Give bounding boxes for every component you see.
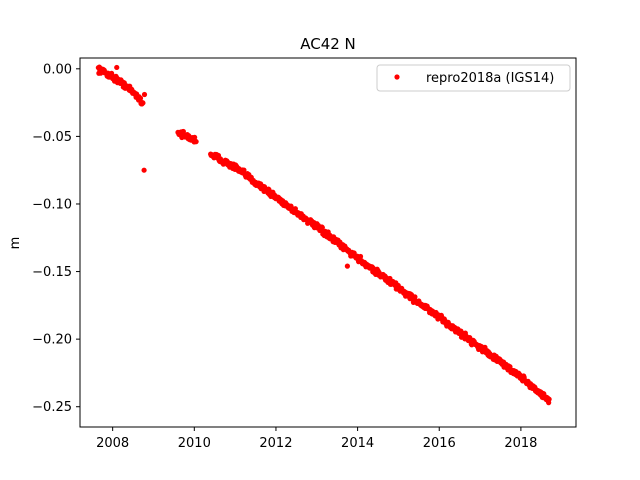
data-point-outlier bbox=[141, 91, 148, 98]
x-tick-label: 2018 bbox=[504, 436, 537, 451]
data-point bbox=[319, 224, 325, 231]
y-tick-label: −0.25 bbox=[32, 400, 72, 415]
y-tick-label: 0.00 bbox=[43, 62, 72, 77]
data-point bbox=[546, 396, 552, 402]
data-point bbox=[180, 128, 186, 135]
data-point bbox=[357, 253, 364, 260]
y-axis: 0.00 −0.05 −0.10 −0.15 −0.20 −0.25 bbox=[32, 62, 80, 415]
y-tick-label: −0.05 bbox=[32, 130, 72, 145]
y-axis-label: m bbox=[8, 237, 23, 250]
data-point bbox=[140, 100, 146, 106]
legend-entry-label: repro2018a (IGS14) bbox=[426, 71, 554, 86]
data-point bbox=[193, 139, 199, 145]
legend: repro2018a (IGS14) bbox=[376, 64, 571, 92]
data-point-outlier bbox=[344, 263, 350, 269]
y-tick-label: −0.10 bbox=[32, 197, 72, 212]
x-tick-label: 2008 bbox=[96, 436, 129, 451]
legend-marker bbox=[394, 74, 400, 80]
data-point-outlier bbox=[141, 167, 147, 173]
data-points bbox=[95, 64, 552, 406]
data-point-outlier bbox=[114, 64, 120, 71]
x-tick-label: 2014 bbox=[341, 436, 374, 451]
x-tick-label: 2012 bbox=[259, 436, 292, 451]
data-point bbox=[412, 294, 418, 300]
chart-title: AC42 N bbox=[300, 35, 356, 53]
x-tick-label: 2010 bbox=[178, 436, 211, 451]
x-tick-label: 2016 bbox=[423, 436, 456, 451]
plot-frame bbox=[79, 57, 577, 428]
x-axis: 2008 2010 2012 2014 2016 2018 bbox=[96, 427, 537, 451]
y-tick-label: −0.20 bbox=[32, 333, 72, 348]
y-tick-label: −0.15 bbox=[32, 265, 72, 280]
legend-box bbox=[376, 64, 571, 92]
data-point bbox=[137, 95, 144, 101]
